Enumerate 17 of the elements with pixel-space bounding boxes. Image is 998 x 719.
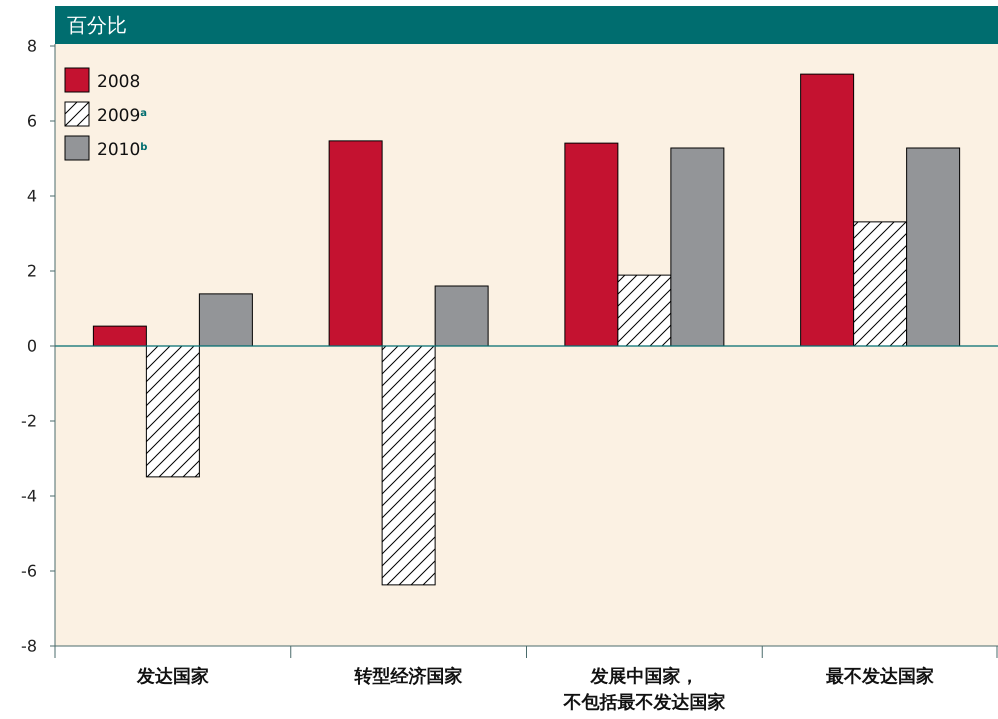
x-tick-label: 发展中国家，不包括最不发达国家 [562,666,726,713]
y-tick-label: 0 [26,336,37,356]
chart-title: 百分比 [67,13,127,37]
y-tick-label: 8 [26,36,37,56]
y-tick-label: 2 [26,262,37,281]
legend-label: 2008 [97,72,140,92]
x-tick-label: 发达国家 [136,666,209,687]
x-tick-label: 转型经济国家 [354,666,463,687]
y-tick-label: -2 [21,412,37,431]
y-tick-label: 6 [26,112,37,131]
legend-label: 2009$^{a}$ [97,106,148,126]
legend-label: 2010$^{b}$ [97,140,148,160]
y-tick-label: 4 [26,186,37,206]
y-tick-label: -6 [21,562,37,581]
y-tick-label: -4 [21,486,37,506]
x-tick-label: 最不发达国家 [825,666,934,687]
y-tick-label: -8 [21,636,37,656]
